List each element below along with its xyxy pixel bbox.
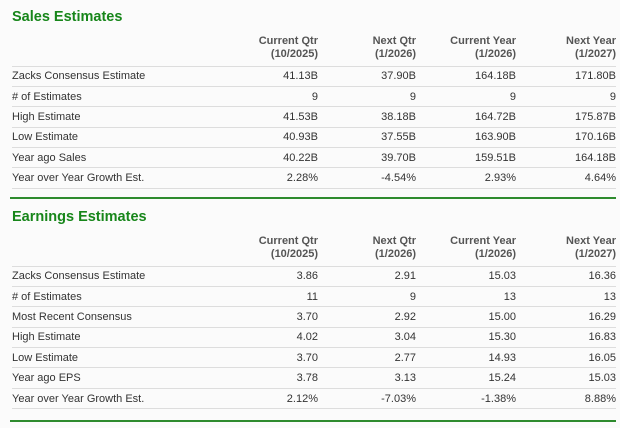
cell-value: 37.90B <box>318 66 416 87</box>
cell-value: 9 <box>318 86 416 108</box>
table-header-row: Current Qtr (10/2025) Next Qtr (1/2026) Cu… <box>12 228 616 267</box>
cell-value: 13 <box>416 286 516 308</box>
cell-value: 3.04 <box>318 327 416 349</box>
cell-value: 3.70 <box>220 306 318 328</box>
header-next-year: Next Year (1/2027) <box>516 228 616 267</box>
cell-value: -7.03% <box>318 388 416 410</box>
cell-value: 37.55B <box>318 127 416 149</box>
row-label: Low Estimate <box>12 347 220 369</box>
cell-value: 11 <box>220 286 318 308</box>
header-next-qtr: Next Qtr (1/2026) <box>318 28 416 67</box>
header-current-year: Current Year (1/2026) <box>416 228 516 267</box>
cell-value: 15.00 <box>416 306 516 328</box>
earnings-estimates-section: Earnings Estimates Current Qtr (10/2025) … <box>12 206 616 410</box>
cell-value: 16.83 <box>516 327 616 349</box>
cell-value: 39.70B <box>318 147 416 169</box>
table-row: High Estimate 4.02 3.04 15.30 16.83 <box>12 327 616 349</box>
cell-value: 4.64% <box>516 167 616 189</box>
cell-value: 2.91 <box>318 266 416 287</box>
header-next-qtr: Next Qtr (1/2026) <box>318 228 416 267</box>
section-divider <box>10 197 616 199</box>
cell-value: 2.12% <box>220 388 318 410</box>
table-row: Year ago EPS 3.78 3.13 15.24 15.03 <box>12 367 616 389</box>
row-label: Most Recent Consensus <box>12 306 220 328</box>
sales-estimates-table: Current Qtr (10/2025) Next Qtr (1/2026) Cu… <box>12 28 616 189</box>
table-row: Year over Year Growth Est. 2.12% -7.03% -1.… <box>12 388 616 410</box>
row-label: Zacks Consensus Estimate <box>12 66 220 87</box>
cell-value: 40.93B <box>220 127 318 149</box>
table-row: # of Estimates 9 9 9 9 <box>12 86 616 108</box>
cell-value: 3.86 <box>220 266 318 287</box>
table-row: Zacks Consensus Estimate 41.13B 37.90B 164.… <box>12 66 616 87</box>
table-row: Year over Year Growth Est. 2.28% -4.54% 2.9… <box>12 167 616 189</box>
row-label: Year ago EPS <box>12 367 220 389</box>
table-row: Most Recent Consensus 3.70 2.92 15.00 16.29 <box>12 306 616 328</box>
header-next-year: Next Year (1/2027) <box>516 28 616 67</box>
cell-value: 9 <box>416 86 516 108</box>
cell-value: 41.13B <box>220 66 318 87</box>
table-row: Low Estimate 3.70 2.77 14.93 16.05 <box>12 347 616 369</box>
table-row: Zacks Consensus Estimate 3.86 2.91 15.03 16.… <box>12 266 616 287</box>
header-label <box>12 228 220 267</box>
cell-value: 41.53B <box>220 106 318 128</box>
table-row: High Estimate 41.53B 38.18B 164.72B 175.87B <box>12 106 616 128</box>
cell-value: 9 <box>318 286 416 308</box>
cell-value: 159.51B <box>416 147 516 169</box>
header-current-year: Current Year (1/2026) <box>416 28 516 67</box>
cell-value: 38.18B <box>318 106 416 128</box>
table-row: # of Estimates 11 9 13 13 <box>12 286 616 308</box>
cell-value: 15.30 <box>416 327 516 349</box>
cell-value: 3.78 <box>220 367 318 389</box>
row-label: Year ago Sales <box>12 147 220 169</box>
cell-value: 163.90B <box>416 127 516 149</box>
section-divider <box>10 420 616 422</box>
cell-value: 40.22B <box>220 147 318 169</box>
cell-value: 4.02 <box>220 327 318 349</box>
sales-estimates-title: Sales Estimates <box>12 9 123 25</box>
cell-value: 164.72B <box>416 106 516 128</box>
row-label: High Estimate <box>12 106 220 128</box>
table-header-row: Current Qtr (10/2025) Next Qtr (1/2026) Cu… <box>12 28 616 67</box>
sales-estimates-section: Sales Estimates Current Qtr (10/2025) Nex… <box>12 6 616 189</box>
table-row: Year ago Sales 40.22B 39.70B 159.51B 164.18B <box>12 147 616 169</box>
cell-value: 9 <box>220 86 318 108</box>
cell-value: 14.93 <box>416 347 516 369</box>
cell-value: 13 <box>516 286 616 308</box>
cell-value: 15.03 <box>416 266 516 287</box>
cell-value: -1.38% <box>416 388 516 410</box>
header-label <box>12 28 220 67</box>
cell-value: 3.13 <box>318 367 416 389</box>
cell-value: 164.18B <box>416 66 516 87</box>
cell-value: 171.80B <box>516 66 616 87</box>
cell-value: 175.87B <box>516 106 616 128</box>
cell-value: 15.03 <box>516 367 616 389</box>
cell-value: -4.54% <box>318 167 416 189</box>
row-label: Zacks Consensus Estimate <box>12 266 220 287</box>
header-current-qtr: Current Qtr (10/2025) <box>220 28 318 67</box>
cell-value: 2.92 <box>318 306 416 328</box>
cell-value: 8.88% <box>516 388 616 410</box>
row-label: # of Estimates <box>12 86 220 108</box>
cell-value: 9 <box>516 86 616 108</box>
earnings-estimates-title: Earnings Estimates <box>12 209 147 225</box>
cell-value: 164.18B <box>516 147 616 169</box>
earnings-estimates-table: Current Qtr (10/2025) Next Qtr (1/2026) Cu… <box>12 228 616 410</box>
cell-value: 2.93% <box>416 167 516 189</box>
cell-value: 16.05 <box>516 347 616 369</box>
row-label: # of Estimates <box>12 286 220 308</box>
row-label: Year over Year Growth Est. <box>12 167 220 189</box>
row-label: Low Estimate <box>12 127 220 149</box>
row-label: Year over Year Growth Est. <box>12 388 220 410</box>
row-label: High Estimate <box>12 327 220 349</box>
cell-value: 16.36 <box>516 266 616 287</box>
table-row: Low Estimate 40.93B 37.55B 163.90B 170.16B <box>12 127 616 149</box>
header-current-qtr: Current Qtr (10/2025) <box>220 228 318 267</box>
cell-value: 16.29 <box>516 306 616 328</box>
cell-value: 3.70 <box>220 347 318 369</box>
cell-value: 2.77 <box>318 347 416 369</box>
cell-value: 15.24 <box>416 367 516 389</box>
cell-value: 2.28% <box>220 167 318 189</box>
cell-value: 170.16B <box>516 127 616 149</box>
